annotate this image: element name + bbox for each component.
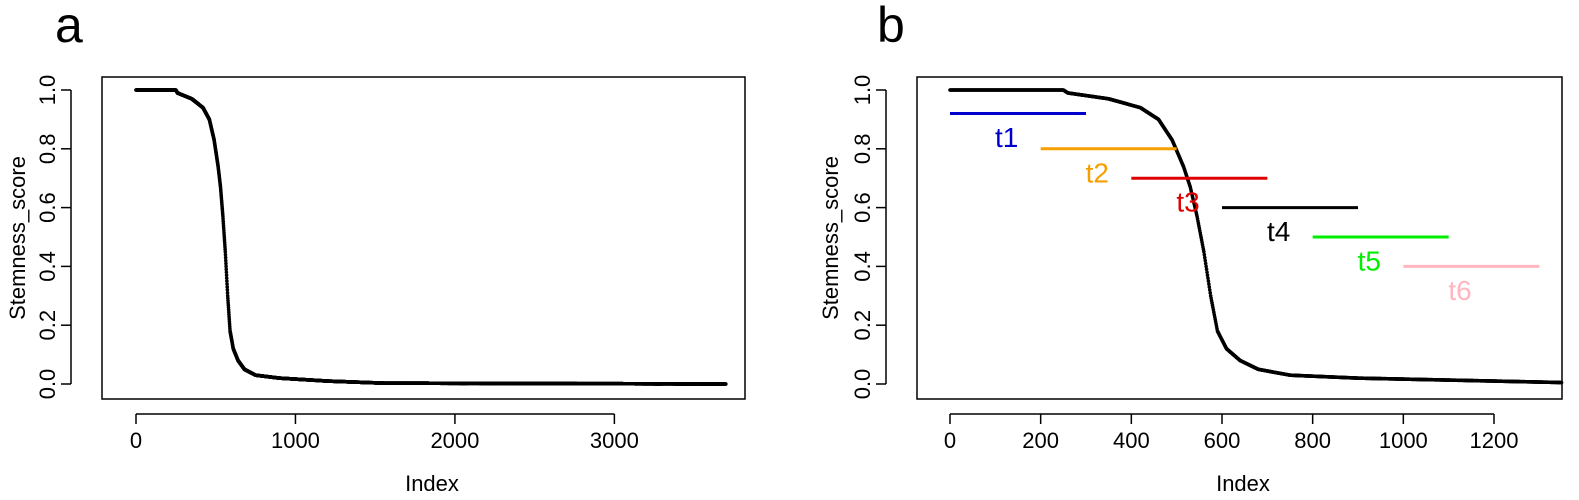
y-tick-label: 0.8	[35, 134, 60, 165]
data-point	[224, 270, 229, 275]
data-point	[225, 291, 230, 295]
panel-b-letter: b	[877, 0, 905, 53]
y-tick-label: 0.6	[35, 192, 60, 223]
data-point	[1203, 261, 1208, 266]
data-point	[223, 255, 228, 260]
x-tick-label: 0	[944, 428, 956, 453]
data-point	[1204, 264, 1208, 269]
panel-b-points	[948, 88, 1564, 385]
y-tick-label: 1.0	[35, 75, 60, 106]
data-point	[1207, 288, 1212, 292]
data-point	[225, 282, 229, 286]
x-tick-label: 400	[1113, 428, 1150, 453]
panel-b-y-axis: 0.0 0.2 0.4 0.6 0.8 1.0	[850, 75, 887, 400]
data-point	[1207, 282, 1211, 286]
data-point	[225, 279, 229, 283]
panel-b-x-axis: 0 200 400 600 800 1000 1200	[944, 413, 1519, 453]
panel-a: a 0.0 0.2 0.4 0.6 0.8 1.0 0 1000 2000 3000 Index…	[5, 0, 746, 496]
data-point	[1205, 270, 1209, 275]
y-tick-label: 0.0	[850, 369, 875, 400]
x-tick-label: 600	[1204, 428, 1241, 453]
x-tick-label: 1000	[271, 428, 320, 453]
data-point	[1207, 285, 1212, 289]
x-tick-label: 3000	[590, 428, 639, 453]
data-point	[224, 264, 228, 269]
data-point	[225, 288, 230, 292]
y-tick-label: 0.8	[850, 134, 875, 165]
panel-b-plot-frame	[916, 76, 1563, 400]
data-point	[224, 276, 229, 280]
data-point	[1206, 276, 1210, 280]
panel-a-x-axis-title: Index	[405, 471, 459, 496]
panel-a-plot-frame	[101, 76, 746, 400]
data-point	[1202, 249, 1206, 254]
data-point	[1203, 258, 1208, 263]
panel-a-letter: a	[55, 0, 83, 53]
y-tick-label: 0.0	[35, 369, 60, 400]
data-point	[1206, 279, 1211, 283]
data-point	[224, 267, 229, 272]
data-point	[223, 258, 228, 263]
panel-a-y-axis: 0.0 0.2 0.4 0.6 0.8 1.0	[35, 75, 72, 400]
panel-b: b 0.0 0.2 0.4 0.6 0.8 1.0 0 200 400 600 800 1000 12…	[818, 0, 1564, 496]
data-point	[1202, 252, 1207, 257]
x-tick-label: 1000	[1379, 428, 1428, 453]
panel-a-x-axis: 0 1000 2000 3000	[130, 413, 639, 453]
data-point	[1205, 273, 1210, 278]
data-point	[1208, 291, 1213, 295]
panel-a-y-axis-title: Stemness_score	[5, 156, 30, 320]
y-tick-label: 1.0	[850, 75, 875, 106]
y-tick-label: 0.4	[850, 251, 875, 282]
x-tick-label: 0	[130, 428, 142, 453]
data-point	[223, 249, 228, 254]
data-point	[224, 261, 228, 266]
data-point	[225, 285, 230, 289]
data-point	[1202, 255, 1207, 260]
x-tick-label: 2000	[430, 428, 479, 453]
x-tick-label: 1200	[1470, 428, 1519, 453]
x-tick-label: 800	[1294, 428, 1331, 453]
data-point	[724, 382, 728, 386]
data-point	[224, 273, 229, 278]
y-tick-label: 0.4	[35, 251, 60, 282]
panel-a-points	[134, 88, 728, 386]
y-tick-label: 0.2	[850, 310, 875, 341]
y-tick-label: 0.2	[35, 310, 60, 341]
data-point	[223, 252, 228, 257]
data-point	[1204, 267, 1209, 272]
x-tick-label: 200	[1022, 428, 1059, 453]
y-tick-label: 0.6	[850, 192, 875, 223]
